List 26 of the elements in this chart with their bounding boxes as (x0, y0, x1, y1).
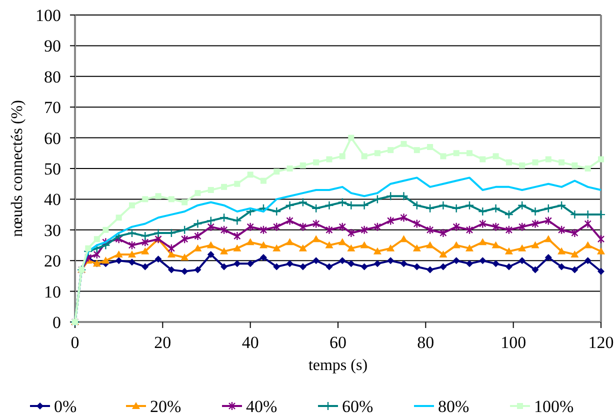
y-tick-label: 30 (44, 220, 61, 240)
x-tick-label: 100 (500, 333, 526, 352)
y-tick-label: 60 (44, 128, 61, 148)
y-tick-label: 0 (52, 312, 61, 332)
y-tick-label: 20 (44, 252, 61, 271)
x-tick-label: 20 (154, 333, 172, 352)
x-tick-label: 40 (242, 333, 259, 352)
y-tick-label: 40 (44, 190, 61, 210)
legend-label: 0% (54, 396, 77, 416)
legend-label: 40% (246, 396, 278, 416)
x-tick-label: 80 (417, 333, 434, 352)
legend-label: 80% (438, 396, 470, 416)
x-tick-label: 60 (330, 333, 346, 352)
legend-label: 100% (534, 396, 574, 416)
y-tick-label: 70 (44, 98, 61, 118)
x-axis-title: temps (s) (308, 357, 368, 374)
legend-label: 60% (342, 396, 374, 416)
y-tick-label: 50 (44, 159, 61, 178)
x-tick-label: 0 (70, 333, 80, 352)
legend-label: 20% (150, 396, 182, 416)
y-tick-label: 90 (44, 36, 61, 56)
y-axis-title: nœuds connectés (%) (9, 100, 26, 237)
y-tick-label: 10 (44, 282, 61, 302)
y-tick-label: 80 (44, 67, 61, 86)
x-tick-label: 120 (588, 333, 614, 352)
y-tick-label: 100 (36, 6, 61, 25)
